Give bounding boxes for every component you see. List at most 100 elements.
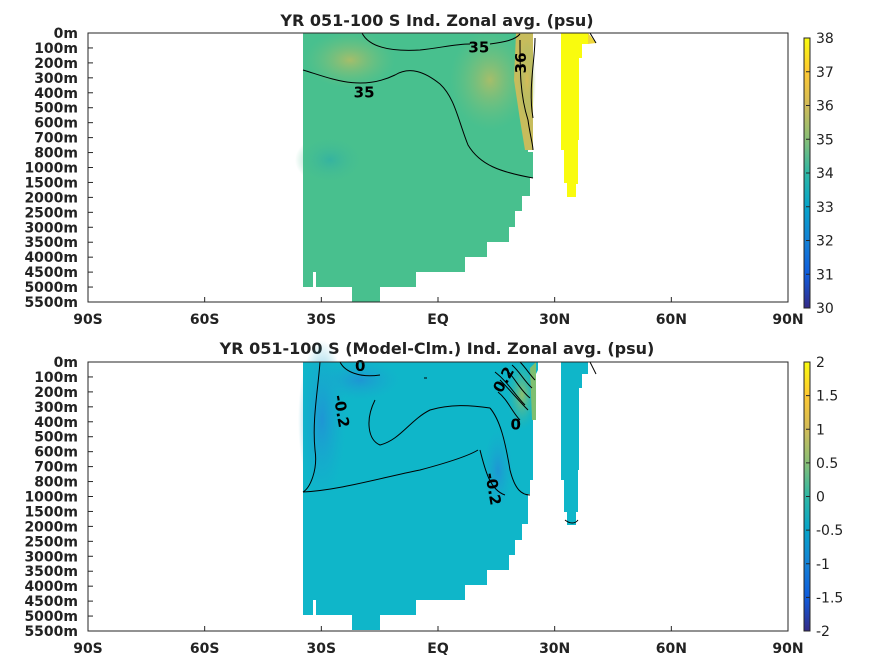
y-tick-label: 4000m xyxy=(24,579,78,595)
y-tick-label: 100m xyxy=(34,370,78,386)
y-tick-label: 700m xyxy=(34,131,78,147)
colorbar-tick-label: 1.5 xyxy=(816,389,838,405)
x-tick-label: 30N xyxy=(539,641,570,656)
panel2-field xyxy=(303,362,538,630)
x-tick-label: 90S xyxy=(73,641,103,656)
contour-label: -0.2 xyxy=(481,471,504,506)
panel1-fresh-patch xyxy=(295,135,365,185)
y-tick-label: 3000m xyxy=(24,220,78,236)
colorbar-tick-label: 0.5 xyxy=(816,456,838,472)
y-tick-label: 5000m xyxy=(24,609,78,625)
x-tick-label: 30S xyxy=(307,641,337,656)
contour-label: 0 xyxy=(511,415,521,433)
x-tick-label: 30S xyxy=(307,312,337,328)
x-tick-label: 90S xyxy=(73,312,103,328)
panel1-y-axis: 0m100m200m300m400m500m600m700m800m1000m1… xyxy=(24,26,93,311)
panel1-colorbar: 38 37 36 35 34 33 32 31 30 xyxy=(803,31,834,317)
y-tick-label: 200m xyxy=(34,385,78,401)
y-tick-label: 3000m xyxy=(24,549,78,565)
y-tick-label: 5500m xyxy=(24,295,78,311)
salinity-panel: YR 051-100 S Ind. Zonal avg. (psu) 35363… xyxy=(24,11,833,328)
colorbar-tick-label: 35 xyxy=(816,132,834,148)
panel1-red-sea xyxy=(561,33,588,197)
y-tick-label: 0m xyxy=(54,355,78,371)
colorbar-tick-label: 0 xyxy=(816,490,825,506)
panel2-x-axis: 90S 60S 30S EQ 30N 60N 90N xyxy=(73,626,804,656)
panel2-contours xyxy=(302,361,597,524)
contour-label: 35 xyxy=(354,83,375,101)
panel2-negative-patch xyxy=(320,360,400,400)
x-tick-label: EQ xyxy=(427,641,449,656)
x-tick-label: 60S xyxy=(190,312,220,328)
y-tick-label: 2000m xyxy=(24,519,78,535)
y-tick-label: 0m xyxy=(54,26,78,42)
y-tick-label: 700m xyxy=(34,460,78,476)
colorbar-tick-label: -2 xyxy=(816,624,830,640)
y-tick-label: 500m xyxy=(34,101,78,117)
contour-label: -0.2 xyxy=(330,394,353,429)
y-tick-label: 100m xyxy=(34,41,78,57)
y-tick-label: 5000m xyxy=(24,280,78,296)
colorbar-tick-label: 34 xyxy=(816,166,834,182)
y-tick-label: 4500m xyxy=(24,265,78,281)
panel2-red-sea xyxy=(561,362,588,525)
panel1-contours xyxy=(302,32,597,179)
y-tick-label: 4500m xyxy=(24,594,78,610)
x-tick-label: 30N xyxy=(539,312,570,328)
y-tick-label: 1000m xyxy=(24,490,78,506)
panel1-heatmap: 35 36 35 xyxy=(295,30,597,302)
contour-label: 0 xyxy=(355,357,365,375)
colorbar-tick-label: 1 xyxy=(816,422,825,438)
y-tick-label: 800m xyxy=(34,146,78,162)
y-tick-label: 400m xyxy=(34,86,78,102)
colorbar-tick-label: 33 xyxy=(816,200,834,216)
panel2-y-axis: 0m100m200m300m400m500m600m700m800m1000m1… xyxy=(24,355,93,640)
colorbar-tick-label: 37 xyxy=(816,65,834,81)
panel1-red-sea xyxy=(588,33,596,44)
panel1-title: YR 051-100 S Ind. Zonal avg. (psu) xyxy=(279,11,593,30)
x-tick-label: 90N xyxy=(772,641,803,656)
y-tick-label: 600m xyxy=(34,116,78,132)
y-tick-label: 2500m xyxy=(24,205,78,221)
x-tick-label: 60N xyxy=(656,641,687,656)
y-tick-label: 500m xyxy=(34,430,78,446)
y-tick-label: 4000m xyxy=(24,250,78,266)
x-tick-label: EQ xyxy=(427,312,449,328)
y-tick-label: 5500m xyxy=(24,624,78,640)
y-tick-label: 1000m xyxy=(24,161,78,177)
y-tick-label: 2000m xyxy=(24,190,78,206)
x-tick-label: 90N xyxy=(772,312,803,328)
panel2-colorbar: 2 1.5 1 0.5 0 -0.5 -1 -1.5 -2 xyxy=(803,355,843,640)
y-tick-label: 1500m xyxy=(24,504,78,520)
colorbar-tick-label: 2 xyxy=(816,355,825,371)
y-tick-label: 400m xyxy=(34,415,78,431)
panel1-x-axis: 90S 60S 30S EQ 30N 60N 90N xyxy=(73,297,804,328)
contour-label: 36 xyxy=(512,52,530,73)
colorbar-tick-label: 38 xyxy=(816,31,834,47)
colorbar-tick-label: 36 xyxy=(816,99,834,115)
panel1-warm-patch xyxy=(305,32,395,88)
panel2-heatmap: 0-0.2 00.2-0.2 xyxy=(298,340,597,630)
colorbar-tick-label: 32 xyxy=(816,234,834,250)
salinity-anomaly-panel: YR 051-100 S (Model-Clm.) Ind. Zonal avg… xyxy=(24,339,843,656)
y-tick-label: 800m xyxy=(34,475,78,491)
x-tick-label: 60S xyxy=(190,641,220,656)
x-tick-label: 60N xyxy=(656,312,687,328)
y-tick-label: 3500m xyxy=(24,235,78,251)
colorbar-tick-label: 30 xyxy=(816,301,834,317)
panel1-warm-patch xyxy=(450,30,530,130)
colorbar-tick-label: 31 xyxy=(816,267,834,283)
y-tick-label: 600m xyxy=(34,445,78,461)
contour-label: 35 xyxy=(468,38,489,56)
panel2-negative-patch xyxy=(483,430,513,510)
colorbar-tick-label: -1.5 xyxy=(816,590,843,606)
y-tick-label: 300m xyxy=(34,71,78,87)
colorbar-tick-label: -1 xyxy=(816,557,830,573)
y-tick-label: 3500m xyxy=(24,564,78,580)
colorbar-tick-label: -0.5 xyxy=(816,523,843,539)
y-tick-label: 1500m xyxy=(24,175,78,191)
y-tick-label: 300m xyxy=(34,400,78,416)
y-tick-label: 200m xyxy=(34,56,78,72)
y-tick-label: 2500m xyxy=(24,534,78,550)
